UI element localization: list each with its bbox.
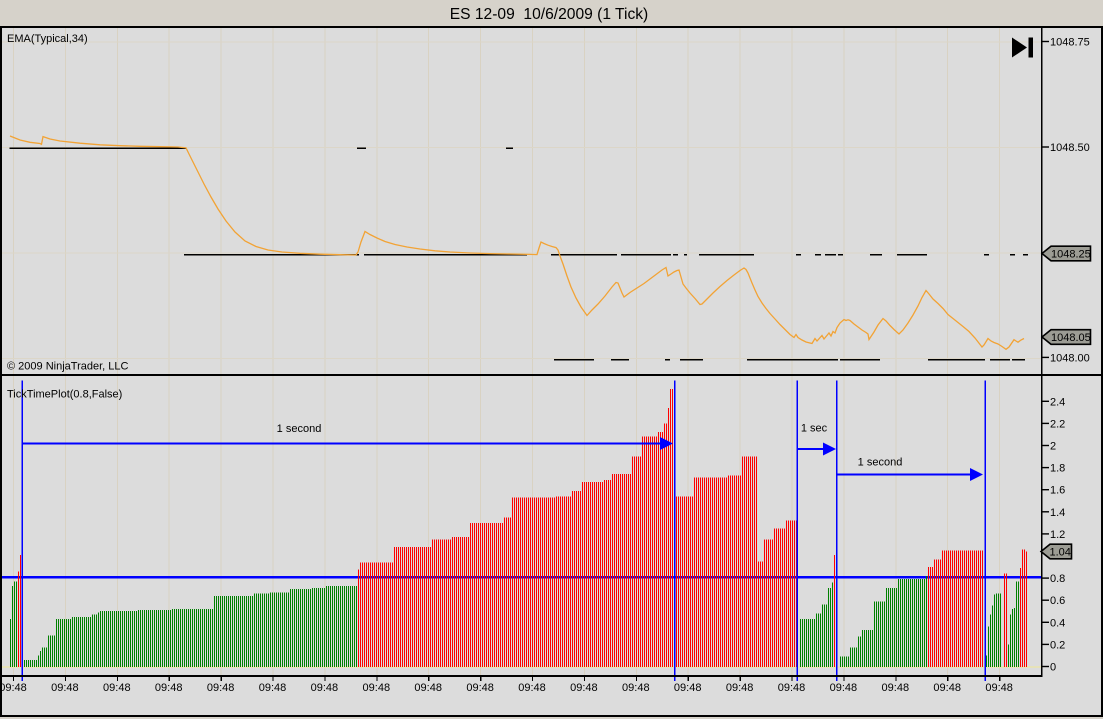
svg-text:09:48: 09:48 <box>363 682 391 694</box>
svg-text:0.4: 0.4 <box>1050 617 1065 629</box>
svg-text:0.8: 0.8 <box>1050 573 1065 585</box>
svg-text:09:48: 09:48 <box>0 682 27 694</box>
svg-text:1048.50: 1048.50 <box>1050 142 1090 154</box>
svg-text:1 sec: 1 sec <box>801 423 828 435</box>
svg-text:09:48: 09:48 <box>518 682 546 694</box>
svg-text:1.6: 1.6 <box>1050 485 1065 497</box>
svg-text:09:48: 09:48 <box>726 682 754 694</box>
svg-text:ES 12-09 10/6/2009 (1 Tick): ES 12-09 10/6/2009 (1 Tick) <box>450 6 649 23</box>
svg-text:09:48: 09:48 <box>259 682 287 694</box>
svg-text:1.2: 1.2 <box>1050 529 1065 541</box>
svg-text:0.2: 0.2 <box>1050 639 1065 651</box>
svg-text:09:48: 09:48 <box>51 682 79 694</box>
svg-text:09:48: 09:48 <box>674 682 702 694</box>
svg-text:0: 0 <box>1050 662 1056 674</box>
svg-text:2.2: 2.2 <box>1050 418 1065 430</box>
svg-text:2: 2 <box>1050 441 1056 453</box>
svg-text:EMA(Typical,34): EMA(Typical,34) <box>7 33 88 45</box>
svg-text:1048.05: 1048.05 <box>1051 332 1091 344</box>
svg-text:2.4: 2.4 <box>1050 396 1065 408</box>
svg-text:1.4: 1.4 <box>1050 507 1065 519</box>
svg-text:09:48: 09:48 <box>414 682 442 694</box>
svg-text:1048.75: 1048.75 <box>1050 37 1090 49</box>
svg-text:1048.00: 1048.00 <box>1050 352 1090 364</box>
svg-text:09:48: 09:48 <box>311 682 339 694</box>
svg-text:© 2009 NinjaTrader, LLC: © 2009 NinjaTrader, LLC <box>7 361 128 373</box>
svg-text:1 second: 1 second <box>858 457 903 469</box>
svg-text:1.04: 1.04 <box>1050 547 1071 559</box>
svg-text:09:48: 09:48 <box>207 682 235 694</box>
svg-text:1 second: 1 second <box>277 423 322 435</box>
svg-text:1.8: 1.8 <box>1050 463 1065 475</box>
svg-text:09:48: 09:48 <box>882 682 910 694</box>
svg-text:09:48: 09:48 <box>466 682 494 694</box>
svg-text:TickTimePlot(0.8,False): TickTimePlot(0.8,False) <box>7 389 122 401</box>
svg-text:09:48: 09:48 <box>985 682 1013 694</box>
svg-text:0.6: 0.6 <box>1050 595 1065 607</box>
svg-text:09:48: 09:48 <box>933 682 961 694</box>
svg-text:09:48: 09:48 <box>622 682 650 694</box>
svg-text:09:48: 09:48 <box>155 682 183 694</box>
svg-text:09:48: 09:48 <box>830 682 858 694</box>
svg-text:09:48: 09:48 <box>103 682 131 694</box>
svg-text:09:48: 09:48 <box>570 682 598 694</box>
svg-text:09:48: 09:48 <box>778 682 806 694</box>
svg-text:1048.25: 1048.25 <box>1051 249 1091 261</box>
